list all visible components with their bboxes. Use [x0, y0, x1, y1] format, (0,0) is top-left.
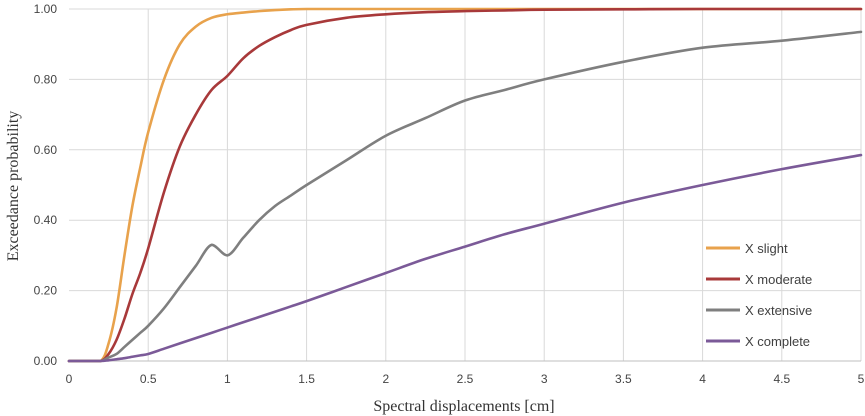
- series-line-x-moderate: [67, 7, 863, 363]
- x-tick-label: 4: [699, 372, 706, 386]
- legend: X slight X moderate X extensive X complete: [706, 241, 812, 349]
- y-tick-label: 0.00: [34, 354, 58, 368]
- y-tick-label: 0.40: [34, 213, 58, 227]
- x-axis-title: Spectral displacements [cm]: [373, 398, 554, 415]
- y-tick-label: 0.60: [34, 143, 58, 157]
- x-tick-label: 3.5: [615, 372, 632, 386]
- y-axis-title: Exceedance probability: [5, 111, 22, 262]
- y-tick-label: 0.20: [34, 284, 58, 298]
- series-group: [67, 7, 863, 363]
- legend-label-x-slight: X slight: [745, 241, 788, 256]
- series-line-x-complete: [67, 153, 863, 363]
- y-tick-label: 1.00: [34, 2, 58, 16]
- x-tick-label: 5: [858, 372, 865, 386]
- legend-label-x-complete: X complete: [745, 334, 810, 349]
- legend-label-x-extensive: X extensive: [745, 303, 812, 318]
- x-tick-label: 4.5: [773, 372, 790, 386]
- x-tick-label: 1.5: [298, 372, 315, 386]
- x-tick-label: 0.5: [140, 372, 157, 386]
- tick-labels: 0 0.5 1 1.5 2 2.5 3 3.5 4 4.5 5 0.00 0.20 0.40 0.60 0.8…: [34, 2, 865, 386]
- y-tick-label: 0.80: [34, 72, 58, 86]
- legend-label-x-moderate: X moderate: [745, 272, 812, 287]
- x-tick-label: 0: [66, 372, 73, 386]
- x-tick-label: 2.5: [457, 372, 474, 386]
- series-line-x-extensive: [67, 30, 863, 363]
- x-tick-label: 2: [382, 372, 389, 386]
- x-tick-label: 1: [224, 372, 231, 386]
- grid: [69, 8, 862, 361]
- x-tick-label: 3: [541, 372, 548, 386]
